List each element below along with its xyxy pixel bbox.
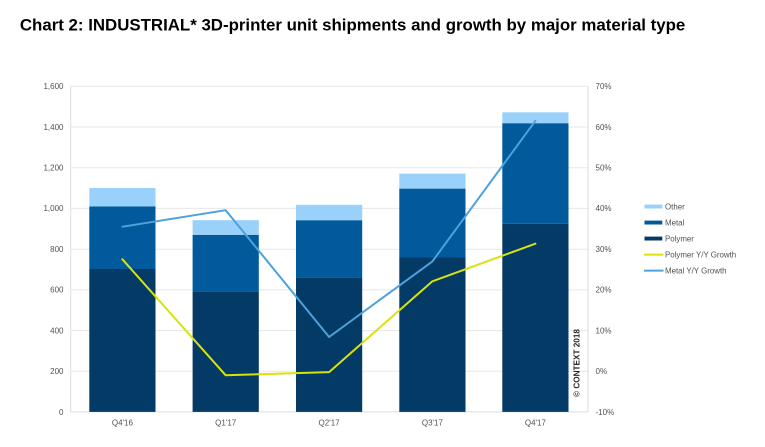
svg-text:0: 0 [59, 408, 64, 417]
svg-text:10%: 10% [596, 326, 612, 335]
svg-text:Metal: Metal [665, 218, 685, 227]
svg-text:400: 400 [50, 326, 64, 335]
svg-text:0%: 0% [596, 367, 608, 376]
svg-text:60%: 60% [596, 123, 612, 132]
svg-text:600: 600 [50, 286, 64, 295]
svg-text:Q2'17: Q2'17 [319, 419, 341, 428]
svg-text:© CONTEXT 2018: © CONTEXT 2018 [572, 329, 581, 397]
svg-text:1,600: 1,600 [43, 82, 64, 91]
svg-text:1,200: 1,200 [43, 164, 64, 173]
svg-text:800: 800 [50, 245, 64, 254]
svg-text:1,000: 1,000 [43, 204, 64, 213]
svg-text:Q1'17: Q1'17 [215, 419, 237, 428]
svg-text:Q4'17: Q4'17 [525, 419, 547, 428]
svg-text:50%: 50% [596, 164, 612, 173]
svg-text:Polymer: Polymer [665, 234, 694, 243]
svg-text:Q4'16: Q4'16 [112, 419, 134, 428]
svg-text:30%: 30% [596, 245, 612, 254]
svg-text:200: 200 [50, 367, 64, 376]
svg-text:70%: 70% [596, 82, 612, 91]
svg-text:Chart 2: INDUSTRIAL* 3D-printe: Chart 2: INDUSTRIAL* 3D-printer unit shi… [20, 16, 685, 35]
svg-text:Metal Y/Y Growth: Metal Y/Y Growth [665, 266, 727, 275]
svg-text:20%: 20% [596, 286, 612, 295]
svg-text:-10%: -10% [596, 408, 615, 417]
svg-text:Q3'17: Q3'17 [422, 419, 444, 428]
svg-text:Polymer Y/Y Growth: Polymer Y/Y Growth [665, 250, 736, 259]
svg-text:40%: 40% [596, 204, 612, 213]
svg-text:Other: Other [665, 202, 685, 211]
svg-text:1,400: 1,400 [43, 123, 64, 132]
